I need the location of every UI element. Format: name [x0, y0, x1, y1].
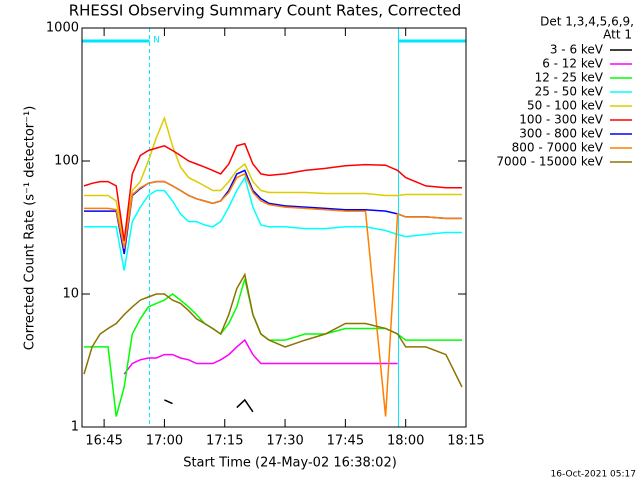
plot-frame — [81, 27, 467, 428]
x-tick-label: 17:00 — [146, 434, 183, 449]
x-tick-label: 16:45 — [85, 434, 122, 449]
footer: 16-Oct-2021 05:17 — [551, 470, 636, 480]
y-axis-label: Corrected Count Rate (s⁻¹ detector⁻¹) — [23, 106, 38, 351]
x-tick-label: 17:30 — [266, 434, 303, 449]
y-tick-label: 1000 — [46, 21, 79, 36]
legend-label: 50 - 100 keV — [527, 99, 604, 113]
series-line — [164, 398, 254, 413]
legend-label: 6 - 12 keV — [542, 57, 604, 71]
legend-title: Det 1,3,4,5,6,9, — [540, 15, 634, 29]
series-line — [123, 338, 398, 375]
legend-label: 7000 - 15000 keV — [496, 155, 603, 169]
legend-label: 25 - 50 keV — [535, 85, 604, 99]
x-tick-label: 18:00 — [387, 434, 424, 449]
legend-label: 300 - 800 keV — [519, 127, 603, 141]
series-line — [84, 172, 462, 417]
legend-title: Att 1 — [603, 28, 632, 42]
chart-title: RHESSI Observing Summary Count Rates, Co… — [69, 2, 462, 20]
y-tick-label: 100 — [54, 154, 79, 169]
x-tick-label: 18:15 — [447, 434, 484, 449]
interval-label: N — [153, 36, 160, 46]
x-tick-label: 17:15 — [206, 434, 243, 449]
legend-label: 3 - 6 keV — [550, 43, 604, 57]
y-tick-label: 10 — [62, 287, 79, 302]
series-line — [84, 115, 462, 242]
legend-label: 12 - 25 keV — [535, 71, 604, 85]
series-line — [83, 272, 463, 388]
legend-label: 100 - 300 keV — [519, 113, 603, 127]
series-line — [84, 175, 462, 271]
series-line — [84, 169, 462, 255]
x-axis-label: Start Time (24-May-02 16:38:02) — [183, 456, 397, 471]
y-tick-label: 1 — [71, 420, 79, 435]
series-line — [83, 142, 462, 242]
x-tick-label: 17:45 — [327, 434, 364, 449]
legend-label: 800 - 7000 keV — [512, 141, 604, 155]
